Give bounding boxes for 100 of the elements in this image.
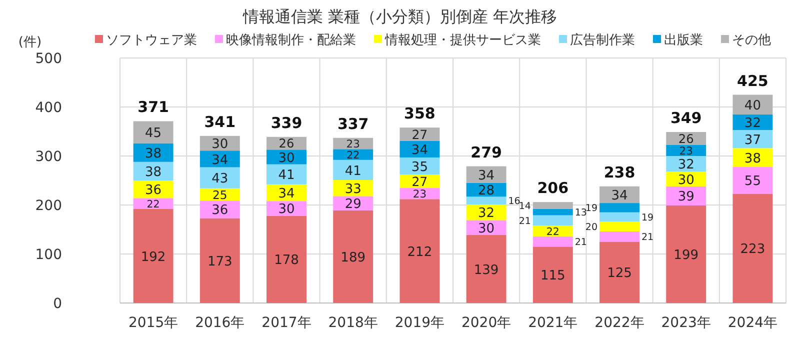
legend-label: 出版業 bbox=[664, 33, 703, 48]
data-label: 173 bbox=[207, 254, 232, 270]
bar bbox=[266, 216, 306, 303]
total-label: 238 bbox=[604, 163, 636, 182]
bar bbox=[600, 203, 640, 212]
bar bbox=[666, 144, 706, 156]
x-tick-label: 2015年 bbox=[128, 315, 178, 331]
data-label: 19 bbox=[641, 212, 654, 224]
data-label: 34 bbox=[411, 142, 428, 158]
data-label: 189 bbox=[340, 250, 366, 266]
bar bbox=[466, 234, 506, 303]
data-label: 30 bbox=[278, 150, 295, 166]
bar bbox=[732, 194, 773, 303]
data-label: 39 bbox=[678, 190, 694, 205]
bar bbox=[200, 218, 240, 303]
data-label: 34 bbox=[611, 188, 628, 204]
bar bbox=[532, 202, 573, 209]
data-label: 33 bbox=[344, 182, 362, 197]
y-tick-label: 0 bbox=[53, 296, 62, 312]
x-tick-label: 2022年 bbox=[594, 315, 644, 331]
data-label: 45 bbox=[145, 126, 162, 142]
data-label: 199 bbox=[674, 248, 699, 264]
bar bbox=[266, 150, 306, 164]
data-label: 34 bbox=[478, 168, 495, 184]
data-label: 29 bbox=[344, 197, 362, 212]
data-label: 115 bbox=[540, 268, 566, 284]
data-label: 32 bbox=[744, 116, 761, 131]
bar bbox=[400, 128, 440, 141]
y-axis-title: (件) bbox=[18, 35, 42, 50]
bar bbox=[532, 215, 573, 226]
x-tick-label: 2020年 bbox=[461, 315, 512, 331]
data-label: 16 bbox=[508, 196, 520, 208]
legend-label: 情報処理・提供サービス業 bbox=[384, 33, 541, 48]
total-label: 349 bbox=[670, 108, 702, 127]
legend-label: その他 bbox=[732, 33, 771, 48]
data-label: 21 bbox=[641, 232, 654, 244]
total-label: 341 bbox=[204, 112, 236, 131]
chart-title: 情報通信業 業種（小分類）別倒産 年次推移 bbox=[242, 7, 558, 26]
data-label: 21 bbox=[574, 237, 587, 248]
bar bbox=[333, 160, 374, 180]
y-tick-label: 200 bbox=[35, 198, 62, 214]
x-tick-label: 2019年 bbox=[394, 315, 445, 331]
data-label: 34 bbox=[212, 152, 228, 168]
data-label: 32 bbox=[678, 158, 694, 173]
data-label: 30 bbox=[212, 137, 228, 152]
total-label: 206 bbox=[537, 179, 569, 198]
data-label: 125 bbox=[607, 266, 632, 282]
bar bbox=[200, 167, 240, 188]
total-label: 371 bbox=[138, 98, 169, 116]
bar bbox=[600, 212, 640, 222]
data-label: 36 bbox=[212, 203, 228, 218]
data-label: 212 bbox=[407, 244, 432, 260]
bar bbox=[600, 231, 640, 242]
bar bbox=[266, 164, 306, 184]
bar bbox=[532, 236, 573, 247]
bar bbox=[532, 246, 573, 303]
bar bbox=[400, 199, 440, 303]
bar bbox=[532, 208, 573, 216]
data-label: 27 bbox=[412, 174, 428, 189]
bar bbox=[666, 172, 706, 186]
data-label: 38 bbox=[145, 165, 162, 180]
total-label: 358 bbox=[404, 104, 436, 123]
data-label: 40 bbox=[744, 98, 761, 114]
x-tick-label: 2016年 bbox=[195, 315, 245, 331]
data-label: 23 bbox=[679, 144, 693, 158]
data-label: 41 bbox=[344, 164, 362, 179]
data-label: 34 bbox=[278, 186, 295, 202]
y-tick-label: 400 bbox=[35, 100, 62, 116]
data-label: 14 bbox=[518, 200, 531, 212]
data-label: 30 bbox=[678, 172, 694, 188]
bar bbox=[666, 186, 706, 206]
bar bbox=[732, 148, 773, 167]
data-label: 38 bbox=[145, 146, 162, 162]
y-tick-label: 300 bbox=[35, 149, 62, 165]
data-label: 55 bbox=[744, 174, 761, 190]
x-tick-label: 2018年 bbox=[328, 315, 378, 331]
x-tick-label: 2024年 bbox=[728, 315, 778, 331]
bar bbox=[600, 242, 640, 303]
bar bbox=[133, 198, 174, 209]
bar bbox=[600, 222, 640, 232]
y-tick-label: 500 bbox=[35, 51, 62, 67]
data-label: 30 bbox=[478, 221, 495, 236]
bar bbox=[732, 94, 773, 114]
legend-label: 映像情報制作・配給業 bbox=[226, 33, 356, 48]
data-label: 43 bbox=[212, 172, 228, 187]
data-label: 192 bbox=[140, 250, 166, 265]
bar bbox=[333, 149, 374, 160]
data-label: 35 bbox=[411, 160, 428, 175]
data-label: 178 bbox=[274, 253, 299, 268]
x-tick-label: 2021年 bbox=[528, 315, 578, 331]
x-tick-label: 2017年 bbox=[262, 315, 312, 331]
data-label: 32 bbox=[478, 206, 495, 222]
data-label: 22 bbox=[546, 226, 560, 238]
data-label: 23 bbox=[346, 137, 360, 150]
data-label: 41 bbox=[278, 168, 295, 184]
bar bbox=[266, 201, 306, 216]
legend-label: ソフトウェア業 bbox=[106, 33, 197, 48]
total-label: 337 bbox=[337, 114, 369, 133]
data-label: 26 bbox=[278, 136, 294, 151]
bar bbox=[133, 208, 174, 303]
